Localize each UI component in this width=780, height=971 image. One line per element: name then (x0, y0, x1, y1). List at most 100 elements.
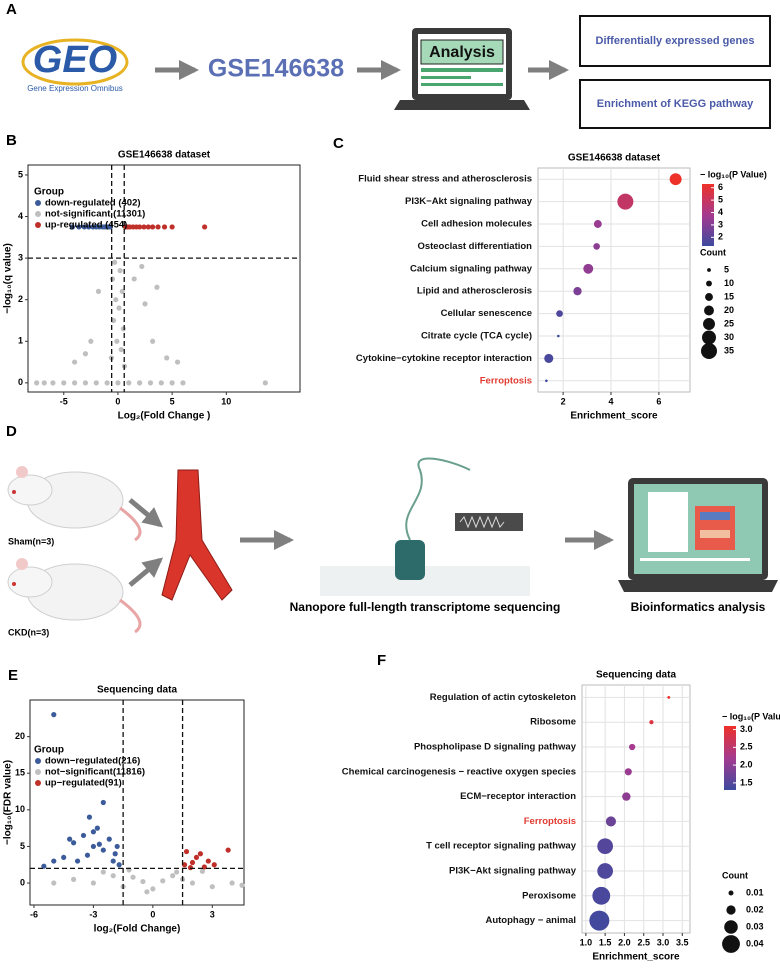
colorbar-title: − log₁₀(P Value) (700, 169, 767, 179)
dot-plot: C GSE146638 dataset Enrichment_score 2 4 6 Flu… (333, 135, 767, 422)
point (69, 224, 76, 230)
dataset: GSE146638 (208, 55, 344, 83)
colorbar (702, 184, 714, 246)
x-axis-label: Log₂(Fold Change ) (118, 411, 211, 422)
point (41, 380, 47, 386)
point (158, 380, 164, 386)
point (183, 848, 190, 855)
y-tick-label: 0 (18, 377, 23, 387)
x-tick-label: -6 (30, 909, 38, 919)
logo-caption: Gene Expression Omnibus (27, 84, 123, 93)
point (229, 880, 235, 886)
point (262, 380, 268, 386)
category-label: Regulation of actin cytoskeleton (430, 692, 576, 703)
point (100, 869, 106, 875)
y-axis-label: −log₁₀(q value) (3, 243, 14, 314)
plot-frame (29, 699, 245, 906)
panel-label: A (6, 1, 17, 18)
point (51, 880, 57, 886)
x-tick-label: 2.5 (637, 937, 650, 947)
nanopore (320, 457, 530, 596)
dot (545, 379, 548, 383)
dot (556, 310, 563, 317)
y-tick-label: 0 (20, 877, 25, 887)
point (161, 224, 168, 230)
size-legend-dot (704, 305, 714, 316)
point (113, 297, 119, 303)
point (51, 858, 57, 864)
point (160, 878, 166, 884)
point (209, 884, 215, 890)
point (67, 836, 73, 842)
size-legend-label: 30 (724, 332, 734, 342)
dot (593, 243, 600, 250)
volcano-plot: E Sequencing data log₂(Fold Change) -6 -3 0 3 0… (3, 667, 245, 935)
size-legend-label: 20 (724, 305, 734, 315)
size-legend-label: 0.01 (746, 887, 764, 897)
chart-title: Sequencing data (596, 670, 676, 681)
dot (544, 353, 554, 363)
colorbar-tick-label: 2 (718, 232, 723, 242)
output-label: Enrichment of KEGG pathway (597, 98, 754, 110)
point (199, 868, 205, 874)
point (202, 224, 208, 230)
colorbar-tick-label: 6 (718, 182, 723, 192)
point (61, 380, 67, 386)
point (109, 276, 116, 282)
point (137, 380, 143, 386)
volcano-plot: B GSE146638 dataset Log₂(Fold Change ) -5 0 5… (3, 132, 301, 422)
legend-swatch (35, 222, 41, 228)
panel-label: C (333, 135, 344, 152)
category-label: ECM−receptor interaction (460, 791, 576, 802)
point (86, 224, 92, 230)
point (70, 876, 77, 882)
category-label: Ribosome (530, 717, 576, 728)
category-label: Cytokine−cytokine receptor interaction (356, 353, 532, 364)
category-label: Phospholipase D signaling pathway (414, 742, 577, 753)
point (169, 224, 175, 230)
point (211, 862, 217, 868)
legend-title: Group (34, 745, 64, 756)
dot (617, 193, 634, 210)
point (114, 843, 120, 850)
category-label: Osteoclast differentiation (417, 241, 532, 252)
point (96, 841, 102, 847)
colorbar-tick-label: 2.5 (740, 742, 753, 752)
x-tick-label: 3 (210, 909, 215, 919)
panel-d: D Sham(n=3) CKD(n=3) Nanopore full-lengt… (6, 423, 778, 637)
point (110, 858, 116, 864)
size-legend-label: 5 (724, 264, 729, 274)
logo: GEO (33, 39, 117, 81)
point (154, 284, 160, 290)
point (150, 224, 156, 230)
plot-frame (27, 164, 301, 393)
point (140, 878, 146, 885)
size-legend-label: 25 (724, 318, 734, 328)
category-label: Fluid shear stress and atherosclerosis (358, 174, 532, 185)
legend-title: Group (34, 187, 64, 198)
x-tick-label: -3 (89, 909, 97, 919)
category-label: Ferroptosis (524, 816, 576, 827)
point (74, 858, 81, 864)
size-legend-label: 0.03 (746, 921, 764, 931)
colorbar-tick-label: 4 (718, 207, 723, 217)
point (187, 865, 194, 871)
category-label: Chemical carcinogenesis − reactive oxyge… (342, 766, 576, 777)
size-legend-dot (726, 905, 736, 915)
group-label: Sham(n=3) (8, 536, 54, 546)
colorbar-tick-label: 5 (718, 194, 723, 204)
laptop (394, 28, 530, 110)
step-label: Nanopore full-length transcriptome seque… (290, 600, 561, 614)
chart-title: GSE146638 dataset (568, 153, 661, 164)
point (116, 862, 122, 868)
point (51, 712, 57, 718)
size-legend-dot (722, 935, 740, 953)
x-tick-label: 2 (561, 396, 566, 406)
panel-label: B (6, 132, 17, 149)
point (180, 380, 186, 386)
output-box (579, 15, 771, 67)
point (76, 224, 82, 230)
arrow (128, 498, 164, 528)
y-axis-label: −log₁₀(FDR value) (3, 760, 14, 845)
panel-label: F (377, 652, 386, 669)
